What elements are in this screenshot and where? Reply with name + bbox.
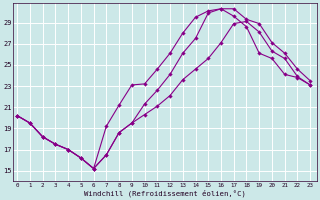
X-axis label: Windchill (Refroidissement éolien,°C): Windchill (Refroidissement éolien,°C) [84, 189, 246, 197]
